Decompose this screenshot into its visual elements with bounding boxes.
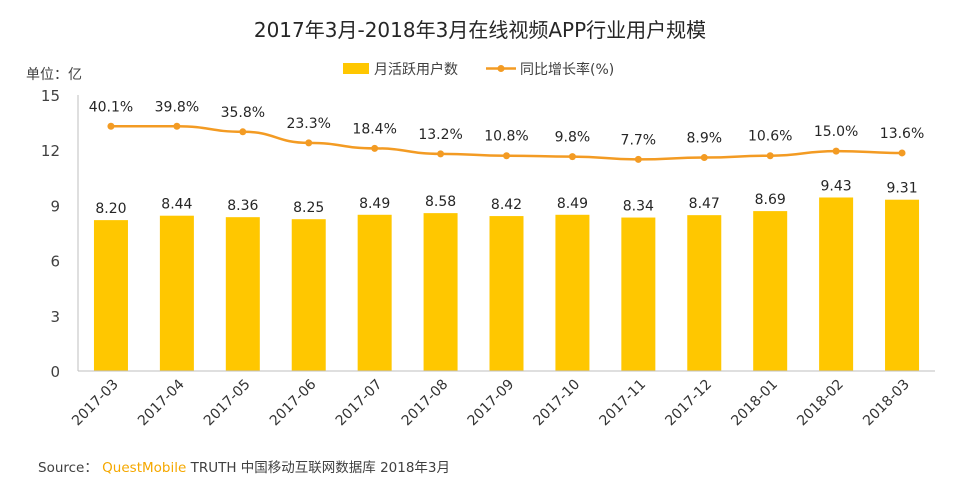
legend-line-marker	[497, 65, 505, 72]
y-axis: 0 3 6 9 12 15	[41, 87, 79, 381]
unit-label: 单位：亿	[26, 67, 82, 83]
growth-value-label: 40.1%	[89, 99, 133, 115]
x-tick-label: 2017-08	[399, 377, 452, 430]
bar-value-label: 9.43	[821, 178, 852, 194]
growth-point	[371, 144, 379, 152]
legend-bar-swatch	[343, 63, 369, 74]
growth-point	[305, 139, 313, 147]
y-tick-label: 0	[50, 363, 60, 381]
growth-value-label: 13.2%	[418, 127, 462, 143]
bar-value-label: 8.47	[689, 196, 720, 212]
chart-title: 2017年3月-2018年3月在线视频APP行业用户规模	[254, 18, 706, 42]
bar-value-label: 9.31	[886, 181, 917, 197]
growth-line	[107, 122, 906, 163]
x-tick-label: 2017-05	[201, 377, 254, 430]
growth-value-label: 15.0%	[814, 124, 858, 140]
growth-value-label: 18.4%	[352, 121, 396, 137]
growth-labels: 40.1% 39.8% 35.8% 23.3% 18.4% 13.2% 10.8% 9.8% 7…	[89, 99, 925, 148]
x-tick-label: 2017-04	[135, 376, 188, 429]
x-tick-label: 2017-03	[69, 377, 122, 430]
bar	[687, 215, 722, 371]
bar-value-label: 8.49	[557, 196, 588, 212]
source-rest: TRUTH 中国移动互联网数据库 2018年3月	[190, 460, 451, 476]
bar	[885, 199, 920, 371]
bar-value-label: 8.36	[227, 198, 258, 214]
growth-point	[568, 153, 576, 161]
x-tick-label: 2017-09	[465, 377, 518, 430]
source-brand: QuestMobile	[102, 460, 187, 476]
growth-point	[766, 152, 774, 160]
bar	[819, 197, 854, 371]
legend-bar-label: 月活跃用户数	[374, 61, 458, 78]
bar-value-label: 8.34	[623, 199, 654, 215]
bar-value-label: 8.25	[293, 200, 324, 216]
growth-point	[634, 155, 642, 163]
legend: 月活跃用户数 同比增长率(%)	[343, 61, 614, 78]
growth-value-label: 10.6%	[748, 129, 792, 145]
bar-value-label: 8.69	[755, 192, 786, 208]
x-tick-label: 2018-03	[860, 377, 913, 430]
bar	[357, 214, 392, 371]
bar	[291, 219, 326, 371]
growth-value-label: 39.8%	[155, 99, 199, 115]
growth-point	[239, 128, 247, 136]
y-tick-label: 3	[50, 308, 60, 326]
x-tick-label: 2017-11	[596, 377, 649, 430]
bar	[225, 217, 260, 371]
bar	[423, 213, 458, 371]
bars	[93, 197, 920, 371]
bar-value-label: 8.42	[491, 197, 522, 213]
bar-value-label: 8.58	[425, 194, 456, 210]
growth-value-label: 13.6%	[880, 126, 924, 142]
growth-value-label: 9.8%	[555, 130, 591, 146]
x-tick-label: 2017-06	[267, 376, 320, 429]
bar	[753, 211, 788, 371]
y-tick-label: 15	[41, 87, 60, 105]
y-tick-label: 12	[41, 142, 60, 160]
growth-point	[700, 154, 708, 162]
x-tick-label: 2018-01	[728, 377, 781, 430]
x-tick-label: 2018-02	[794, 377, 847, 430]
growth-value-label: 35.8%	[221, 105, 265, 121]
growth-value-label: 8.9%	[686, 131, 722, 147]
growth-point	[437, 150, 445, 158]
growth-point	[173, 122, 181, 130]
growth-point	[898, 149, 906, 157]
y-tick-label: 6	[50, 253, 60, 271]
x-axis: 2017-03 2017-04 2017-05 2017-06 2017-07 2017-…	[69, 370, 935, 430]
growth-point	[503, 152, 510, 160]
growth-value-label: 7.7%	[621, 132, 657, 148]
bar-value-label: 8.20	[95, 201, 126, 217]
bar	[621, 217, 656, 371]
bar	[555, 214, 590, 371]
growth-value-label: 23.3%	[286, 116, 330, 132]
legend-line-label: 同比增长率(%)	[520, 61, 614, 78]
bar-value-label: 8.49	[359, 196, 390, 212]
bar	[159, 215, 194, 371]
growth-value-label: 10.8%	[484, 129, 528, 145]
bar	[93, 220, 128, 371]
source-prefix: Source：	[38, 460, 98, 476]
source-note: Source： QuestMobile TRUTH 中国移动互联网数据库 201…	[38, 456, 450, 476]
bar	[489, 216, 524, 371]
bar-labels: 8.20 8.44 8.36 8.25 8.49 8.58 8.42 8.49 8.34 8.47…	[95, 178, 917, 217]
bar-value-label: 8.44	[161, 197, 192, 213]
x-tick-label: 2017-10	[531, 377, 584, 430]
growth-point	[832, 147, 840, 155]
growth-point	[107, 122, 115, 130]
y-tick-label: 9	[50, 197, 60, 215]
x-tick-label: 2017-12	[662, 377, 715, 430]
x-tick-label: 2017-07	[333, 377, 386, 430]
